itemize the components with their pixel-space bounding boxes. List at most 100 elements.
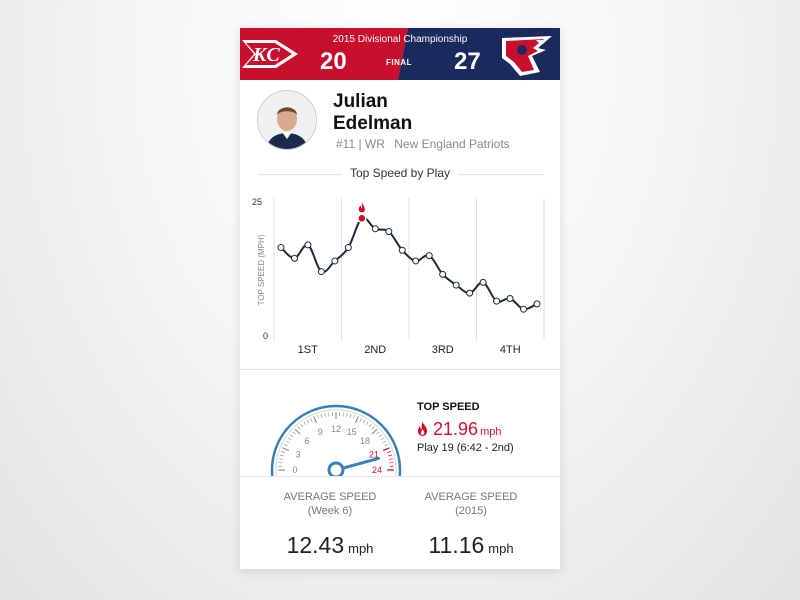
- speed-point[interactable]: [439, 270, 447, 278]
- gauge-minor-tick: [382, 440, 387, 444]
- section-divider: [240, 476, 560, 477]
- average-season-value: 11.16 mph: [401, 532, 541, 559]
- away-score: 27: [454, 48, 481, 75]
- average-week-label-2: (Week 6): [307, 505, 353, 517]
- gauge-major-tick: [382, 447, 390, 452]
- gauge-minor-tick: [371, 426, 375, 430]
- gauge-minor-tick: [365, 421, 369, 426]
- gauge-label: 9: [318, 427, 323, 437]
- top-speed-point[interactable]: [357, 213, 367, 224]
- chiefs-logo: KC: [242, 40, 298, 68]
- patriots-logo: [502, 36, 552, 76]
- game-header: KC 2015 Divisional Championship 20 FINAL…: [240, 28, 560, 80]
- gauge-major-tick: [282, 447, 290, 452]
- gauge-minor-tick: [300, 423, 304, 428]
- gauge-inner-ring: [275, 409, 397, 477]
- y-axis-label: TOP SPEED (MPH): [257, 234, 266, 305]
- y-tick-max: 25: [252, 197, 262, 207]
- speed-point[interactable]: [479, 278, 487, 286]
- fire-icon: [417, 419, 433, 439]
- gauge-minor-tick: [380, 437, 385, 441]
- player-first-name: Julian: [333, 91, 388, 112]
- quarter-labels: 1ST 2ND 3RD 4TH: [298, 344, 521, 356]
- player-info: Julian Edelman: [240, 80, 560, 172]
- speed-point[interactable]: [412, 257, 420, 265]
- speed-point[interactable]: [371, 225, 379, 233]
- speed-point[interactable]: [385, 227, 393, 235]
- speed-point[interactable]: [506, 294, 514, 302]
- gauge-major-tick: [354, 416, 359, 424]
- speed-point[interactable]: [304, 241, 312, 249]
- gauge-minor-tick: [346, 413, 348, 418]
- average-season-unit: mph: [488, 541, 514, 556]
- gauge-minor-tick: [324, 413, 326, 418]
- gauge-major-tick: [313, 416, 318, 424]
- gauge-label: 0: [292, 465, 297, 475]
- gauge-ticks: [278, 412, 394, 471]
- gauge-hub: [327, 461, 345, 477]
- header-background: KC: [240, 28, 560, 80]
- speed-point[interactable]: [344, 244, 352, 252]
- speed-point[interactable]: [493, 297, 501, 305]
- gauge-minor-tick: [388, 454, 393, 457]
- speed-point[interactable]: [290, 254, 298, 262]
- quarter-label: 2ND: [364, 344, 386, 356]
- title-rule-left: [258, 174, 342, 175]
- speed-points: [277, 202, 541, 313]
- gauge-minor-tick: [342, 412, 344, 417]
- speed-point[interactable]: [425, 252, 433, 260]
- y-tick-min: 0: [263, 331, 268, 341]
- gauge-minor-tick: [384, 444, 389, 447]
- player-number-position: #11 | WR: [336, 137, 385, 151]
- average-week-label-1: AVERAGE SPEED: [283, 491, 377, 503]
- gauge-minor-tick: [388, 458, 393, 460]
- gauge-minor-tick: [378, 434, 383, 438]
- average-season-label-2: (2015): [455, 505, 487, 517]
- speed-point[interactable]: [277, 244, 285, 252]
- quarter-label: 4TH: [500, 344, 521, 356]
- player-photo: [258, 91, 316, 149]
- gauge-minor-tick: [279, 454, 284, 457]
- speed-point[interactable]: [317, 268, 325, 276]
- top-speed-label: TOP SPEED: [417, 401, 480, 413]
- gauge-minor-tick: [368, 423, 372, 428]
- average-season: AVERAGE SPEED (2015) 11.16 mph: [401, 490, 541, 559]
- gauge-label: 24: [372, 465, 382, 475]
- top-speed-play: Play 19 (6:42 - 2nd): [417, 442, 514, 454]
- top-speed-number: 21.96: [433, 419, 479, 439]
- top-speed-unit: mph: [480, 426, 502, 438]
- average-week-unit: mph: [348, 541, 374, 556]
- gauge-minor-tick: [353, 414, 355, 419]
- speed-point[interactable]: [533, 300, 541, 308]
- gauge-minor-tick: [320, 413, 323, 418]
- gauge-label: 18: [360, 436, 370, 446]
- gauge-minor-tick: [280, 451, 285, 453]
- gauge-minor-tick: [317, 414, 319, 419]
- section-divider: [240, 369, 560, 370]
- top-speed-value: 21.96 mph: [417, 419, 501, 440]
- speed-point[interactable]: [466, 289, 474, 297]
- gauge-minor-tick: [289, 434, 294, 438]
- gauge-minor-tick: [297, 426, 301, 430]
- player-meta: #11 | WR New England Patriots: [336, 137, 516, 151]
- average-week-value: 12.43 mph: [260, 532, 400, 559]
- avatar[interactable]: [257, 90, 317, 150]
- fire-icon: [358, 202, 365, 213]
- speed-point[interactable]: [398, 246, 406, 254]
- speed-point[interactable]: [520, 305, 528, 313]
- gauge-minor-tick: [279, 458, 284, 460]
- home-score: 20: [320, 48, 347, 75]
- gauge-major-tick: [294, 428, 301, 435]
- player-last-name: Edelman: [333, 113, 413, 134]
- gauge-minor-tick: [285, 440, 290, 444]
- speed-point[interactable]: [452, 281, 460, 289]
- gauge-label: 6: [305, 436, 310, 446]
- chart-grid: [273, 198, 545, 340]
- speed-point[interactable]: [331, 257, 339, 265]
- gauge-minor-tick: [359, 417, 362, 422]
- gauge-minor-tick: [278, 462, 283, 464]
- gauge-minor-tick: [303, 421, 307, 426]
- player-team: New England Patriots: [394, 137, 510, 151]
